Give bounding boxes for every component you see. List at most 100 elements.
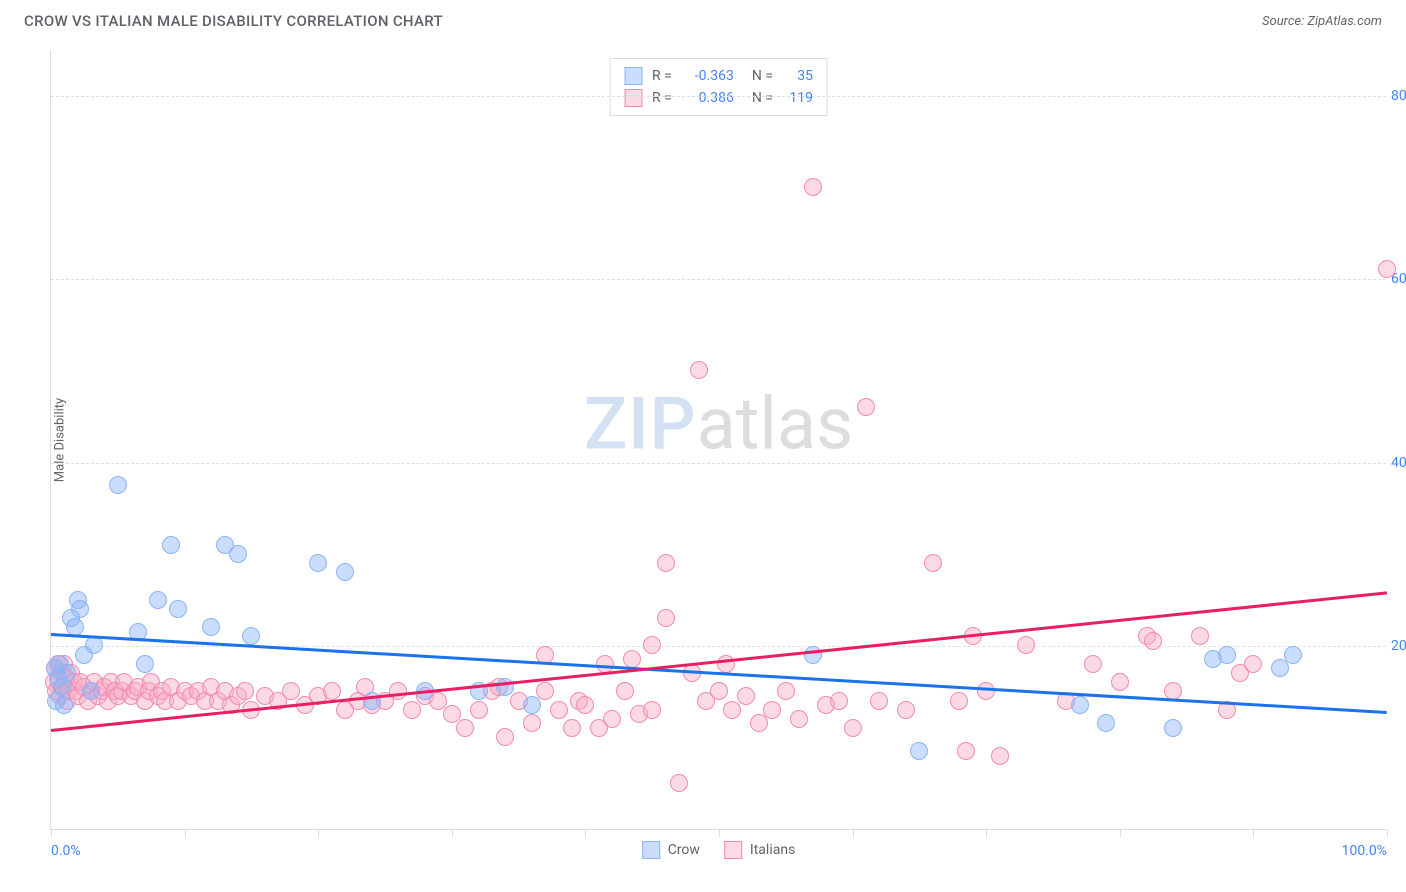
data-point-crow: [136, 655, 154, 673]
y-tick-label: 80.0%: [1391, 88, 1406, 104]
data-point-italians: [777, 682, 795, 700]
data-point-crow: [1164, 719, 1182, 737]
data-point-italians: [603, 710, 621, 728]
x-tick: [452, 829, 453, 837]
swatch-italians: [624, 89, 642, 107]
data-point-italians: [1244, 655, 1262, 673]
data-point-crow: [109, 476, 127, 494]
data-point-italians: [1017, 636, 1035, 654]
chart-source: Source: ZipAtlas.com: [1262, 14, 1382, 29]
data-point-italians: [897, 701, 915, 719]
x-tick: [585, 829, 586, 837]
data-point-italians: [236, 682, 254, 700]
data-point-crow: [55, 696, 73, 714]
x-tick: [719, 829, 720, 837]
data-point-italians: [1084, 655, 1102, 673]
data-point-italians: [670, 774, 688, 792]
r-label: R =: [652, 68, 672, 84]
data-point-crow: [242, 627, 260, 645]
x-tick-label: 100.0%: [1342, 843, 1387, 859]
data-point-crow: [82, 682, 100, 700]
crow-n-value: 35: [783, 68, 813, 84]
y-tick-label: 40.0%: [1391, 455, 1406, 471]
data-point-italians: [870, 692, 888, 710]
watermark: ZIPatlas: [584, 381, 853, 466]
series-legend: Crow Italians: [642, 841, 796, 859]
data-point-italians: [790, 710, 808, 728]
data-point-italians: [804, 178, 822, 196]
data-point-crow: [229, 545, 247, 563]
data-point-italians: [957, 742, 975, 760]
data-point-italians: [830, 692, 848, 710]
data-point-italians: [844, 719, 862, 737]
data-point-crow: [910, 742, 928, 760]
data-point-italians: [857, 398, 875, 416]
data-point-italians: [924, 554, 942, 572]
data-point-italians: [950, 692, 968, 710]
x-tick: [1253, 829, 1254, 837]
y-axis-title: Male Disability: [53, 398, 68, 482]
data-point-italians: [723, 701, 741, 719]
data-point-italians: [991, 747, 1009, 765]
plot-area: ZIPatlas R = -0.363 N = 35 R = 0.386 N =…: [50, 50, 1386, 830]
data-point-crow: [1071, 696, 1089, 714]
data-point-italians: [763, 701, 781, 719]
data-point-crow: [523, 696, 541, 714]
chart-container: ZIPatlas R = -0.363 N = 35 R = 0.386 N =…: [50, 50, 1386, 830]
data-point-italians: [657, 609, 675, 627]
data-point-italians: [403, 701, 421, 719]
italians-n-value: 119: [783, 90, 813, 106]
italians-r-value: 0.386: [682, 90, 734, 106]
data-point-italians: [456, 719, 474, 737]
chart-title: CROW VS ITALIAN MALE DISABILITY CORRELAT…: [24, 12, 443, 30]
data-point-crow: [162, 536, 180, 554]
x-tick: [318, 829, 319, 837]
data-point-crow: [169, 600, 187, 618]
data-point-italians: [657, 554, 675, 572]
r-label: R =: [652, 90, 672, 106]
data-point-crow: [1218, 646, 1236, 664]
swatch-crow: [642, 841, 660, 859]
data-point-italians: [690, 361, 708, 379]
data-point-crow: [1097, 714, 1115, 732]
x-tick: [185, 829, 186, 837]
gridline: [51, 96, 1386, 97]
data-point-italians: [643, 636, 661, 654]
watermark-atlas: atlas: [697, 381, 854, 466]
data-point-italians: [616, 682, 634, 700]
watermark-zip: ZIP: [584, 381, 697, 466]
data-point-crow: [85, 636, 103, 654]
x-tick-label: 0.0%: [51, 843, 81, 859]
data-point-italians: [643, 701, 661, 719]
trend-line: [51, 591, 1387, 731]
x-tick: [1120, 829, 1121, 837]
data-point-crow: [58, 664, 76, 682]
n-label: N =: [752, 68, 773, 84]
data-point-italians: [1144, 632, 1162, 650]
data-point-crow: [804, 646, 822, 664]
data-point-italians: [623, 650, 641, 668]
y-tick-label: 20.0%: [1391, 638, 1406, 654]
stats-row-italians: R = 0.386 N = 119: [624, 87, 813, 109]
x-tick: [51, 829, 52, 837]
data-point-italians: [710, 682, 728, 700]
data-point-crow: [309, 554, 327, 572]
data-point-italians: [389, 682, 407, 700]
data-point-italians: [550, 701, 568, 719]
data-point-italians: [470, 701, 488, 719]
legend-item-italians: Italians: [724, 841, 795, 859]
x-tick: [1387, 829, 1388, 837]
n-label: N =: [752, 90, 773, 106]
data-point-italians: [977, 682, 995, 700]
data-point-crow: [71, 600, 89, 618]
legend-item-crow: Crow: [642, 841, 700, 859]
data-point-italians: [737, 687, 755, 705]
data-point-crow: [1271, 659, 1289, 677]
swatch-italians: [724, 841, 742, 859]
gridline: [51, 463, 1386, 464]
stats-legend: R = -0.363 N = 35 R = 0.386 N = 119: [609, 58, 828, 116]
swatch-crow: [624, 67, 642, 85]
data-point-italians: [536, 682, 554, 700]
data-point-italians: [523, 714, 541, 732]
data-point-italians: [1378, 260, 1396, 278]
